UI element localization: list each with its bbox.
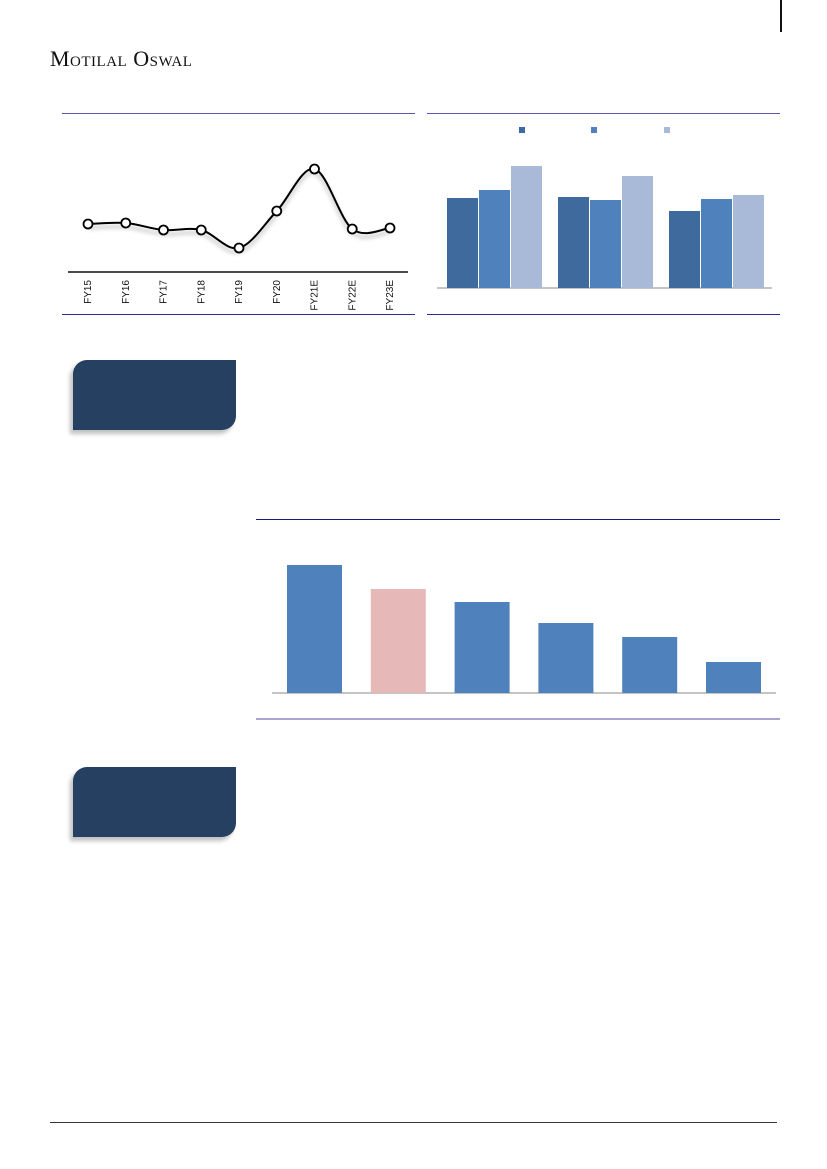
grouped-bar	[590, 200, 621, 288]
x-tick-label: FY16	[121, 280, 132, 304]
logo: Motilal Oswal	[50, 46, 193, 71]
grouped-bar	[622, 176, 653, 288]
bar	[538, 623, 594, 693]
line-series	[87, 167, 391, 250]
line-point	[120, 217, 132, 229]
grouped-bar	[669, 211, 700, 288]
grouped-bar	[558, 197, 589, 288]
legend-swatch	[519, 127, 525, 133]
bar	[454, 602, 510, 693]
line-point	[82, 218, 94, 230]
x-tick-label: FY15	[83, 280, 94, 304]
x-tick-label: FY19	[234, 280, 245, 304]
line-point	[233, 242, 245, 254]
x-tick-label: FY23E	[385, 280, 396, 311]
line-point	[309, 163, 320, 175]
legend-swatch	[664, 127, 670, 133]
chart1-top-rule	[62, 113, 415, 114]
bar	[622, 637, 678, 693]
grouped-bar	[447, 198, 478, 288]
x-tick-label: FY18	[196, 280, 207, 304]
x-tick-label: FY17	[159, 280, 170, 304]
chart3-bottom-rule	[256, 718, 780, 720]
line-point	[346, 223, 358, 235]
corner-rule	[780, 0, 782, 32]
grouped-bar	[733, 195, 764, 288]
x-tick-label: FY22E	[347, 280, 358, 311]
grouped-bar	[701, 199, 732, 288]
footer-rule	[50, 1122, 777, 1123]
line-point	[271, 205, 283, 217]
grouped-bar	[479, 190, 510, 288]
chart2-top-rule	[427, 113, 780, 114]
chart1-bottom-rule	[62, 314, 415, 315]
bar	[370, 589, 426, 693]
section-box-2	[73, 767, 236, 837]
legend-swatch	[591, 127, 597, 133]
chart3-top-rule	[256, 519, 780, 520]
x-tick-label: FY21E	[310, 280, 321, 311]
line-point	[195, 224, 207, 236]
bar	[287, 565, 342, 693]
x-tick-label: FY20	[272, 280, 283, 304]
line-point	[158, 224, 169, 236]
grouped-bar	[511, 166, 542, 288]
bar	[706, 662, 761, 693]
section-box-1	[73, 360, 236, 430]
chart2-bottom-rule	[427, 314, 780, 315]
line-point	[384, 222, 396, 234]
